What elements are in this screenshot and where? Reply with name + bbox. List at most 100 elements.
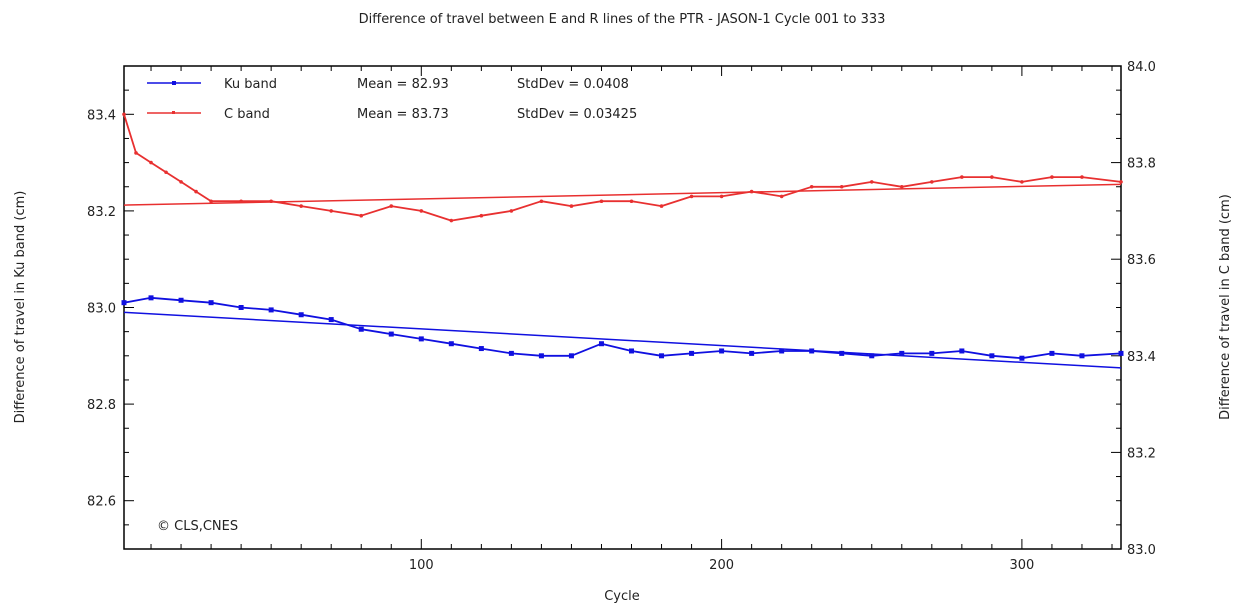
data-point-ku (779, 348, 785, 354)
data-point-c (839, 184, 844, 189)
data-point-c (599, 199, 604, 204)
data-point-c (1119, 180, 1123, 184)
data-point-ku (298, 312, 304, 318)
data-point-c (134, 151, 138, 155)
data-point-ku (1079, 353, 1085, 359)
trend-line-ku (123, 311, 1122, 369)
data-point-c (1020, 180, 1024, 184)
data-point-c (389, 204, 394, 208)
data-point-c (329, 209, 334, 213)
legend-ku-name: Ku band (224, 77, 277, 92)
legend-c-marker (172, 111, 175, 114)
data-point-c (1050, 175, 1054, 179)
data-point-ku (719, 348, 725, 354)
data-point-c (149, 160, 153, 165)
data-point-ku (629, 348, 635, 354)
legend-ku-mean: Mean = 82.93 (357, 77, 449, 92)
y-left-tick-label: 82.6 (87, 495, 116, 510)
y-right-tick-label: 83.8 (1127, 157, 1156, 172)
data-point-ku (178, 297, 184, 303)
data-point-ku (929, 350, 935, 356)
data-point-c (960, 175, 964, 179)
series-line-c (123, 114, 1122, 222)
data-point-c (449, 218, 454, 223)
data-point-c (539, 199, 544, 204)
y-left-tick-label: 83.0 (87, 302, 116, 317)
y-axis-left-label: Difference of travel in Ku band (cm) (13, 191, 28, 424)
data-point-ku (869, 353, 875, 359)
data-point-ku (148, 295, 154, 301)
series-line-ku (123, 296, 1122, 360)
data-point-c (779, 194, 784, 199)
data-point-c (569, 204, 574, 208)
x-tick-label: 200 (709, 558, 734, 573)
data-point-c (269, 199, 273, 204)
data-point-c (299, 204, 303, 208)
x-tick-label: 100 (409, 558, 434, 573)
legend-c-std: StdDev = 0.03425 (517, 107, 637, 122)
data-point-ku (1049, 350, 1055, 356)
y-right-tick-label: 83.0 (1127, 543, 1156, 558)
x-tick-label: 300 (1009, 558, 1034, 573)
y-right-tick-label: 83.2 (1127, 446, 1156, 461)
data-point-ku (208, 300, 214, 306)
data-point-ku (659, 353, 665, 359)
data-point-ku (1118, 350, 1124, 356)
data-point-c (689, 194, 694, 199)
data-point-ku (538, 353, 544, 359)
data-point-c (419, 209, 424, 213)
data-point-ku (268, 307, 274, 313)
data-point-ku (238, 305, 244, 310)
data-point-c (164, 170, 168, 175)
data-point-ku (1019, 355, 1025, 361)
data-point-c (809, 184, 814, 189)
data-point-ku (568, 353, 574, 359)
data-point-c (990, 175, 994, 179)
data-point-ku (358, 326, 364, 332)
data-point-ku (839, 350, 845, 356)
data-point-ku (809, 348, 815, 354)
data-point-ku (328, 317, 334, 323)
y-right-tick-label: 84.0 (1127, 60, 1156, 75)
legend-ku-marker (172, 81, 176, 85)
data-point-ku (478, 346, 484, 352)
y-left-tick-label: 83.2 (87, 205, 116, 220)
trend-line-c (123, 183, 1122, 206)
data-point-ku (989, 353, 995, 359)
data-point-ku (418, 336, 424, 342)
data-point-c (122, 112, 126, 117)
ticks-layer: 100 200 300 82.6 82.8 83.0 83.2 83.4 83.0 83.2 83.… (87, 60, 1156, 573)
data-point-c (629, 199, 634, 204)
data-point-c (869, 180, 874, 184)
copyright-text: © CLS,CNES (157, 519, 238, 534)
data-point-c (359, 213, 364, 218)
data-point-c (179, 180, 183, 184)
data-point-ku (121, 300, 127, 306)
y-left-tick-label: 83.4 (87, 108, 116, 123)
data-point-ku (388, 331, 394, 337)
legend-ku-std: StdDev = 0.0408 (517, 77, 629, 92)
data-point-ku (598, 341, 604, 347)
data-point-c (194, 189, 198, 194)
data-point-ku (508, 350, 514, 356)
data-point-c (509, 209, 514, 213)
data-point-ku (689, 350, 695, 356)
data-point-c (239, 199, 243, 204)
data-point-ku (749, 350, 755, 356)
chart-title: Difference of travel between E and R lin… (359, 12, 886, 27)
legend-c-mean: Mean = 83.73 (357, 107, 449, 122)
legend: Ku band Mean = 82.93 StdDev = 0.0408 C b… (147, 77, 637, 122)
data-point-ku (448, 341, 454, 347)
data-point-c (209, 199, 213, 204)
data-point-c (659, 204, 664, 208)
y-left-tick-label: 82.8 (87, 398, 116, 413)
x-axis-label: Cycle (604, 589, 640, 604)
data-point-c (749, 189, 754, 194)
data-point-c (479, 213, 484, 218)
y-axis-right-label: Difference of travel in C band (cm) (1218, 194, 1233, 420)
data-point-ku (899, 350, 905, 356)
data-point-ku (959, 348, 965, 354)
series-layer (121, 112, 1124, 369)
data-point-c (899, 184, 904, 189)
